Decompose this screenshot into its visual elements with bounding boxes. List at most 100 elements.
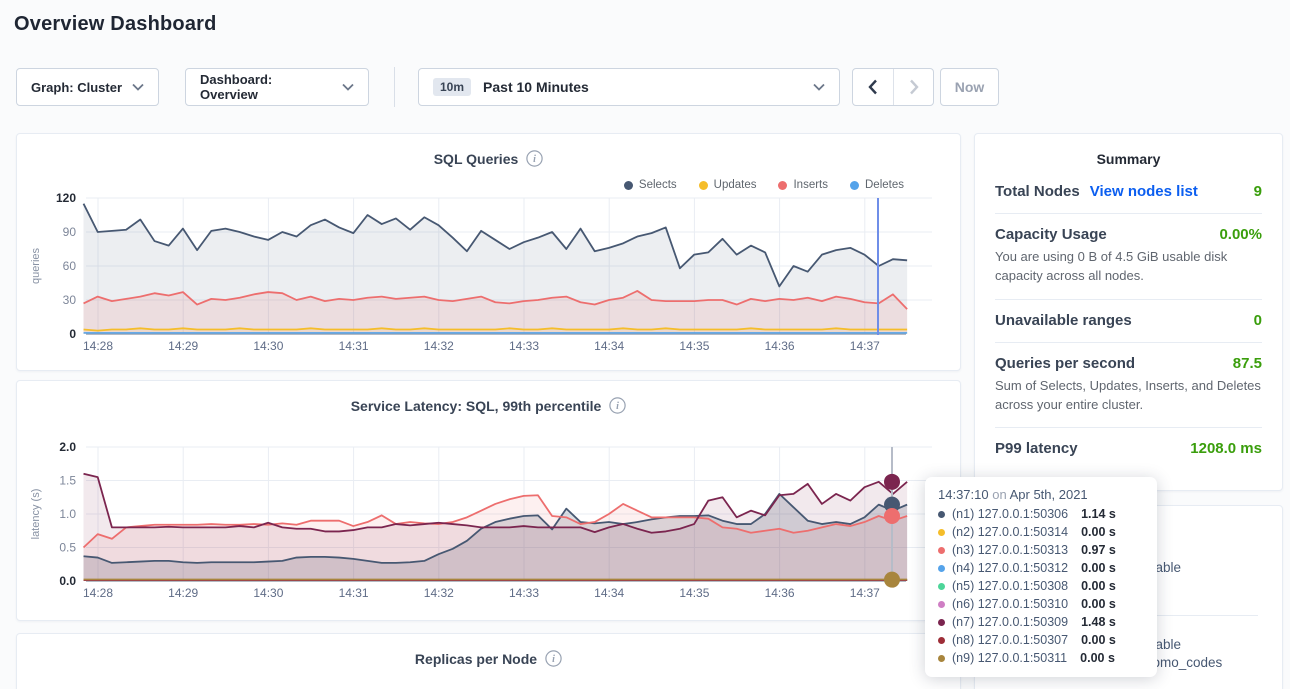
chevron-down-icon: [813, 83, 825, 91]
node-address: (n1) 127.0.0.1:50306: [952, 507, 1069, 521]
sql-queries-chart[interactable]: 0 30 60 90 120 14:28 14:29 14:30 14:31 14:32 14:33…: [17, 134, 960, 370]
tooltip-row: (n2) 127.0.0.1:50314 0.00 s: [938, 523, 1145, 541]
tooltip-row: (n4) 127.0.0.1:50312 0.00 s: [938, 559, 1145, 577]
svg-text:14:29: 14:29: [168, 339, 198, 353]
svg-text:14:31: 14:31: [339, 339, 369, 353]
svg-text:14:28: 14:28: [83, 339, 113, 353]
node-color-dot: [938, 564, 945, 572]
legend-dot: [623, 180, 633, 190]
legend-item-deletes[interactable]: Deletes: [850, 179, 904, 191]
summary-row: P99 latency 1208.0 ms: [995, 427, 1262, 470]
svg-text:0.0: 0.0: [59, 574, 76, 588]
replicas-title: Replicas per Node i: [17, 650, 960, 667]
sql-queries-legend: Selects Updates Inserts Deletes: [623, 179, 904, 191]
view-nodes-link[interactable]: View nodes list: [1089, 183, 1198, 200]
svg-text:latency (s): latency (s): [30, 489, 42, 540]
tooltip-row: (n8) 127.0.0.1:50307 0.00 s: [938, 631, 1145, 649]
node-address: (n4) 127.0.0.1:50312: [952, 561, 1069, 575]
tooltip-date: Apr 5th, 2021: [1009, 487, 1088, 502]
summary-label: Total Nodes: [995, 183, 1080, 200]
svg-text:14:35: 14:35: [679, 339, 709, 353]
time-range-label: Past 10 Minutes: [483, 79, 589, 95]
graph-dropdown-label: Graph: Cluster: [31, 79, 123, 95]
node-color-dot: [938, 582, 945, 590]
sql-queries-card: SQL Queries i Selects Updates Inserts Delet…: [16, 133, 961, 371]
tooltip-row: (n1) 127.0.0.1:50306 1.14 s: [938, 505, 1145, 523]
legend-label: Updates: [713, 179, 757, 191]
next-range-button[interactable]: [893, 69, 933, 105]
legend-item-updates[interactable]: Updates: [698, 179, 757, 191]
page-title: Overview Dashboard: [14, 13, 217, 35]
tooltip-rows: (n1) 127.0.0.1:50306 1.14 s (n2) 127.0.0.1…: [938, 505, 1145, 667]
prev-range-button[interactable]: [853, 69, 893, 105]
summary-value: 0.00%: [1219, 226, 1262, 243]
replicas-per-node-card: Replicas per Node i: [16, 633, 961, 689]
tooltip-row: (n5) 127.0.0.1:50308 0.00 s: [938, 577, 1145, 595]
dashboard-dropdown[interactable]: Dashboard: Overview: [185, 68, 369, 106]
tooltip-row: (n3) 127.0.0.1:50313 0.97 s: [938, 541, 1145, 559]
node-value: 0.00 s: [1081, 633, 1116, 647]
summary-row: Capacity Usage 0.00% You are using 0 B of …: [995, 213, 1262, 299]
summary-row: Total Nodes View nodes list 9: [995, 171, 1262, 213]
info-icon[interactable]: i: [609, 397, 626, 414]
sql-queries-title-text: SQL Queries: [433, 150, 519, 167]
svg-text:14:31: 14:31: [339, 586, 369, 600]
tooltip-timestamp: 14:37:10 on Apr 5th, 2021: [938, 487, 1145, 502]
svg-text:14:37: 14:37: [850, 339, 880, 353]
legend-item-inserts[interactable]: Inserts: [778, 179, 828, 191]
svg-text:120: 120: [56, 191, 76, 205]
graph-dropdown[interactable]: Graph: Cluster: [16, 68, 159, 106]
legend-dot: [698, 180, 708, 190]
summary-value: 87.5: [1232, 354, 1262, 372]
time-range-select[interactable]: 10m Past 10 Minutes: [418, 68, 840, 106]
summary-label: Capacity Usage: [995, 226, 1107, 243]
time-range-badge: 10m: [433, 78, 472, 96]
svg-text:14:34: 14:34: [594, 586, 624, 600]
chevron-down-icon: [342, 83, 354, 91]
sql-queries-title: SQL Queries i: [17, 150, 960, 167]
node-color-dot: [938, 546, 945, 554]
summary-value: 1208.0 ms: [1190, 440, 1262, 458]
info-icon[interactable]: i: [526, 150, 543, 167]
node-color-dot: [938, 618, 945, 626]
svg-text:1.0: 1.0: [59, 507, 76, 521]
svg-text:i: i: [533, 154, 536, 165]
summary-value: 9: [1253, 183, 1262, 200]
node-value: 0.97 s: [1081, 543, 1116, 557]
svg-text:14:33: 14:33: [509, 586, 539, 600]
svg-text:14:30: 14:30: [253, 586, 283, 600]
svg-text:14:29: 14:29: [168, 586, 198, 600]
summary-rows: Total Nodes View nodes list 9 Capacity Usag…: [975, 167, 1282, 470]
node-address: (n6) 127.0.0.1:50310: [952, 597, 1069, 611]
service-latency-card: Service Latency: SQL, 99th percentile i …: [16, 380, 961, 621]
svg-text:14:28: 14:28: [83, 586, 113, 600]
node-value: 0.00 s: [1081, 561, 1116, 575]
chevron-right-icon: [909, 79, 919, 95]
svg-text:14:30: 14:30: [253, 339, 283, 353]
hover-tooltip: 14:37:10 on Apr 5th, 2021 (n1) 127.0.0.1…: [925, 477, 1157, 677]
legend-label: Inserts: [793, 179, 828, 191]
node-value: 0.00 s: [1081, 597, 1116, 611]
svg-text:0.5: 0.5: [59, 541, 76, 555]
svg-text:i: i: [552, 654, 555, 665]
info-icon[interactable]: i: [545, 650, 562, 667]
tooltip-on: on: [992, 487, 1007, 502]
node-address: (n2) 127.0.0.1:50314: [952, 525, 1069, 539]
service-latency-title: Service Latency: SQL, 99th percentile i: [17, 397, 960, 414]
node-address: (n7) 127.0.0.1:50309: [952, 615, 1069, 629]
summary-label: Queries per second: [995, 354, 1136, 372]
legend-item-selects[interactable]: Selects: [623, 179, 677, 191]
dashboard-dropdown-label: Dashboard: Overview: [200, 72, 273, 102]
svg-text:0: 0: [69, 327, 76, 341]
svg-text:2.0: 2.0: [59, 440, 76, 454]
node-address: (n3) 127.0.0.1:50313: [952, 543, 1069, 557]
now-button[interactable]: Now: [940, 68, 999, 106]
summary-label: Unavailable ranges: [995, 311, 1132, 329]
svg-text:14:33: 14:33: [509, 339, 539, 353]
svg-text:30: 30: [63, 293, 77, 307]
summary-description: Sum of Selects, Updates, Inserts, and De…: [995, 377, 1261, 412]
node-address: (n9) 127.0.0.1:50311: [952, 651, 1068, 665]
service-latency-chart[interactable]: 0.0 0.5 1.0 1.5 2.0 14:28 14:29 14:30 14:31 14:32…: [17, 381, 960, 620]
summary-row: Unavailable ranges 0: [995, 298, 1262, 342]
svg-text:14:32: 14:32: [424, 339, 454, 353]
